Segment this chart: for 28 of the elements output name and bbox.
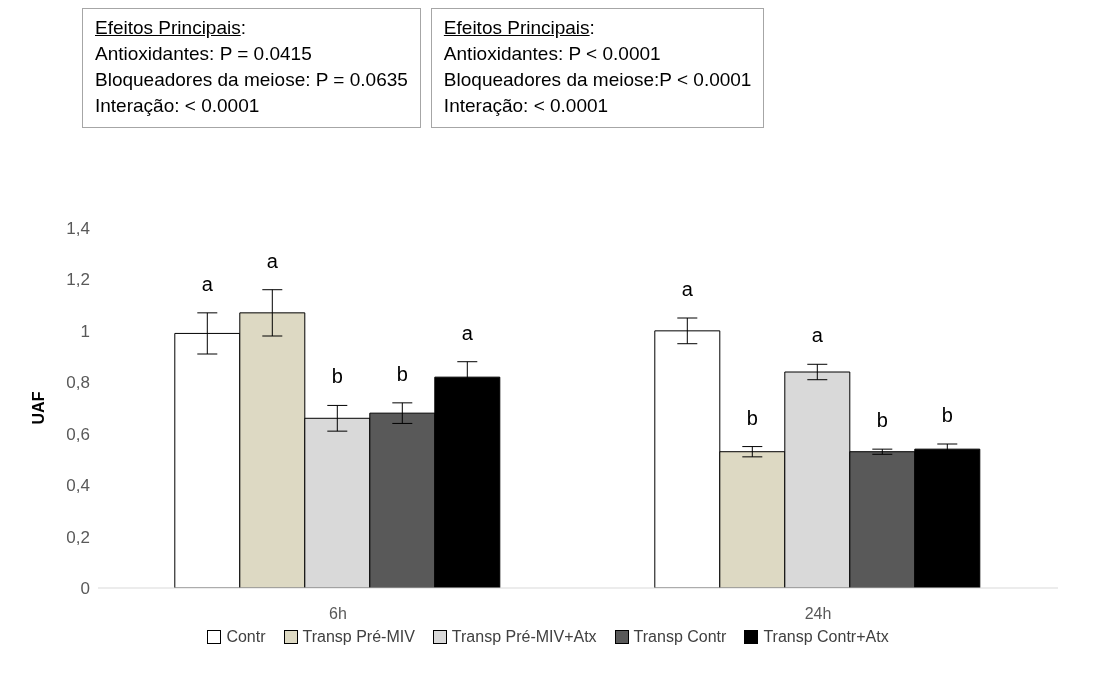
y-axis-title: UAF <box>29 391 47 425</box>
data-label: b <box>396 362 408 385</box>
y-tick-label: 1,2 <box>66 270 90 290</box>
y-tick-label: 0 <box>80 579 90 599</box>
data-label: b <box>331 365 343 388</box>
y-tick-label: 0,6 <box>66 424 90 444</box>
legend-label: Transp Contr <box>632 628 727 646</box>
y-tick-label: 0,4 <box>66 476 90 496</box>
data-label: b <box>941 404 953 426</box>
legend-label: Contr <box>225 628 266 646</box>
data-label: b <box>876 409 888 432</box>
data-label: b <box>746 406 758 429</box>
legend-label: Transp Pré-MIV+Atx <box>450 628 597 646</box>
data-label: a <box>201 272 214 295</box>
data-label: a <box>266 249 279 272</box>
data-label: a <box>461 321 474 344</box>
y-tick-label: 0,2 <box>66 527 90 547</box>
text: Efeitos Principais: Antioxidantes: P < 0.0001 Bloqueadores da meiose:P < 0.0001 Interação: < 0.0001 <box>443 16 752 118</box>
y-tick-label: 1 <box>80 321 90 341</box>
y-tick-label: 0,8 <box>66 373 90 393</box>
x-tick-label: 6h <box>329 605 347 623</box>
legend-label: Transp Pré-MIV <box>301 628 415 646</box>
data-label: a <box>681 278 694 300</box>
text: Efeitos Principais: Antioxidantes: P = 0.0415 Bloqueadores da meiose: P = 0.0635 Interação: < 0.0001 <box>95 16 408 118</box>
y-tick-label: 1,4 <box>66 219 90 239</box>
legend-label: Transp Contr+Atx <box>762 628 889 646</box>
data-label: a <box>811 324 824 347</box>
x-tick-label: 24h <box>804 605 832 623</box>
